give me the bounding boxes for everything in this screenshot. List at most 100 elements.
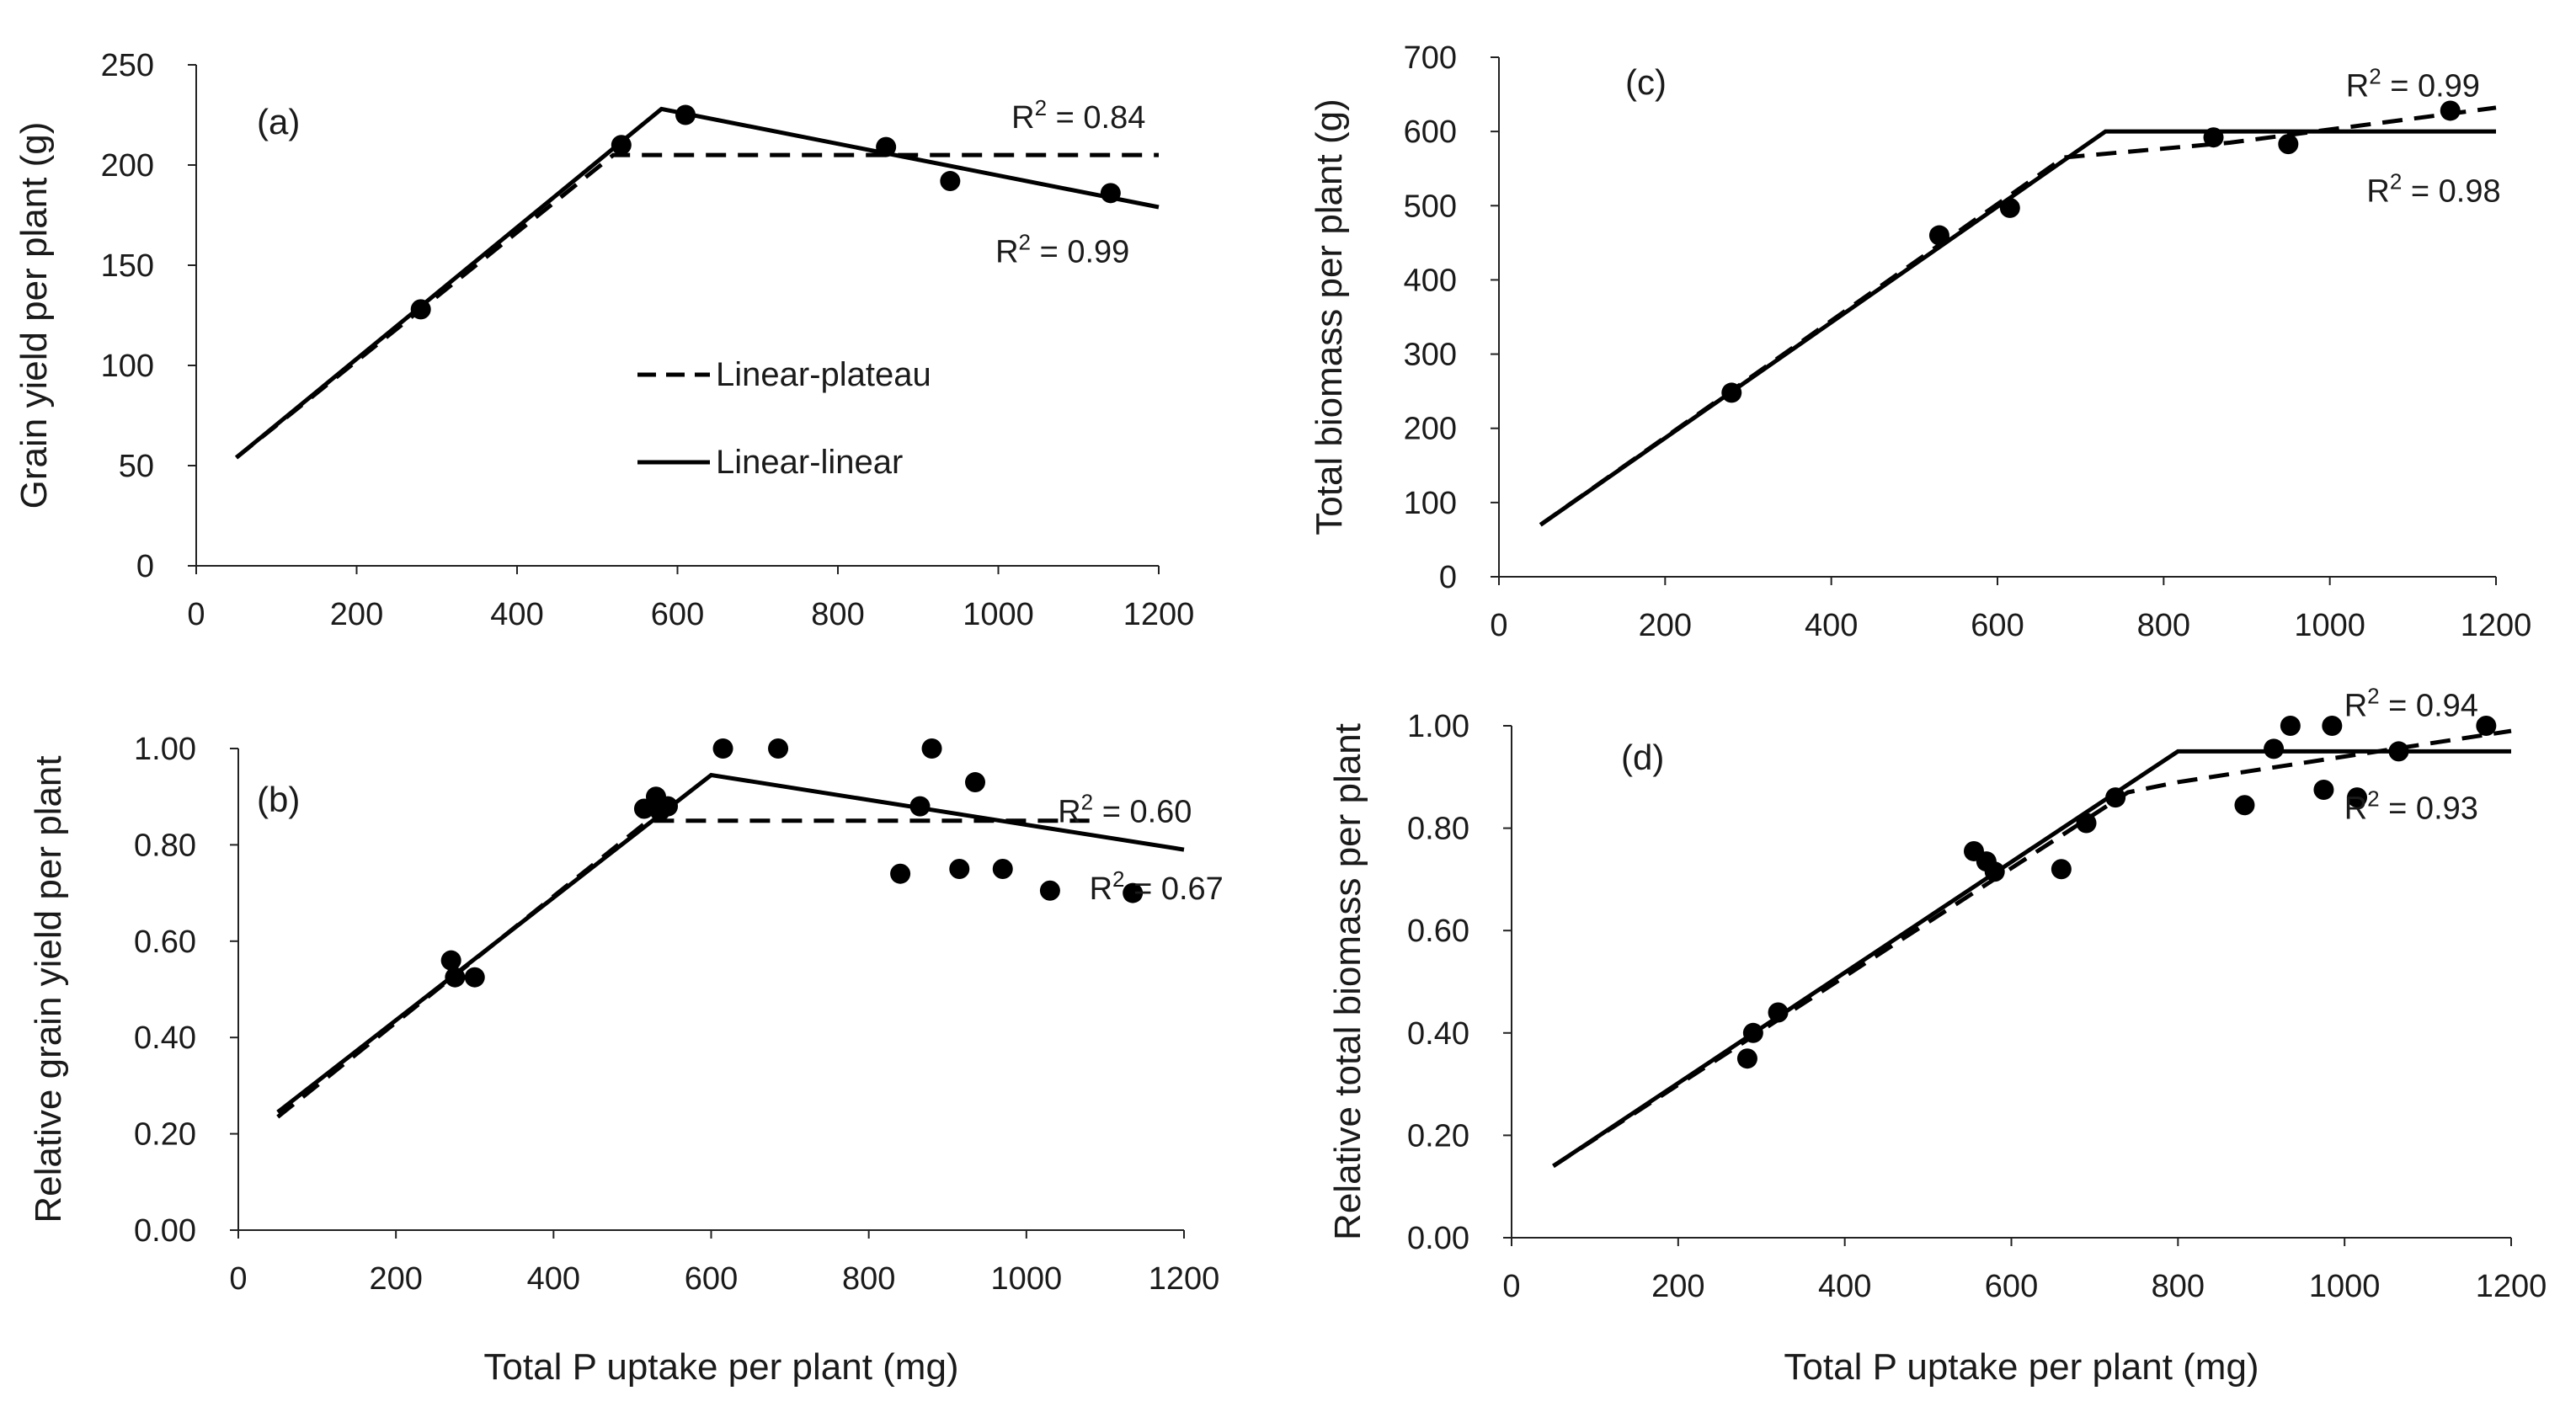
y-tick-label: 0.60: [134, 924, 196, 960]
x-tick-label: 0: [229, 1261, 247, 1297]
y-tick-label: 500: [1404, 189, 1457, 224]
y-tick-label: 1.00: [134, 732, 196, 767]
y-tick-label: 200: [101, 148, 154, 184]
r-squared-value: = 0.98: [2402, 174, 2500, 210]
linear-plateau-fit-line: [235, 152, 1159, 460]
x-tick-label: 400: [1818, 1269, 1871, 1304]
data-point: [909, 796, 931, 817]
data-point: [2076, 813, 2097, 834]
data-point: [2313, 780, 2334, 800]
y-tick-label: 1.00: [1407, 709, 1469, 744]
data-point: [1928, 225, 1949, 246]
y-tick-label: 0.60: [1407, 914, 1469, 949]
data-point: [1984, 861, 2005, 882]
y-tick-label: 0.20: [134, 1117, 196, 1153]
data-point: [2105, 787, 2126, 808]
data-point: [2440, 100, 2461, 121]
y-tick-label: 150: [101, 248, 154, 284]
panel-d: 0 200 400 600 800 1000 1200 0.00 0.20 0.40 0.60 0.8…: [1327, 684, 2547, 1388]
r-squared-value: = 0.84: [1047, 100, 1145, 136]
x-axis-label: Total P uptake per plant (mg): [483, 1346, 958, 1388]
x-tick-label: 0: [1490, 608, 1507, 643]
data-point: [2278, 134, 2299, 155]
data-point: [445, 967, 466, 988]
data-point: [768, 738, 789, 759]
y-tick-label: 300: [1404, 338, 1457, 373]
r-squared-superscript: 2: [2367, 684, 2379, 709]
r-squared-label: R2 = 0.93: [2344, 786, 2478, 826]
r-squared-value: = 0.93: [2380, 791, 2478, 826]
y-tick-label: 700: [1404, 40, 1457, 76]
x-tick-label: 800: [842, 1261, 895, 1297]
y-axis-label: Grain yield per plant (g): [13, 122, 55, 509]
r-squared-value: = 0.60: [1093, 794, 1192, 829]
r-squared-superscript: 2: [1112, 866, 1124, 892]
y-tick-label: 100: [101, 349, 154, 384]
data-point: [675, 104, 696, 125]
r-squared-symbol: R: [2346, 68, 2369, 104]
legend: Linear-plateau Linear-linear: [637, 356, 931, 481]
data-point: [658, 796, 679, 817]
y-tick-label: 0.40: [134, 1020, 196, 1056]
data-point: [2347, 787, 2368, 808]
data-point: [2203, 127, 2224, 148]
y-tick-label: 0.20: [1407, 1118, 1469, 1154]
x-tick-label: 1000: [2309, 1269, 2381, 1304]
r-squared-superscript: 2: [1081, 789, 1093, 814]
r-squared-symbol: R: [995, 234, 1018, 269]
data-point: [2051, 859, 2072, 880]
y-axis-label: Relative total biomass per plant: [1327, 723, 1368, 1240]
data-point: [1742, 1022, 1763, 1043]
y-tick-label: 0: [136, 549, 154, 584]
data-point: [1721, 382, 1742, 403]
x-tick-label: 600: [651, 597, 704, 632]
panel-label: (c): [1625, 62, 1667, 102]
data-point: [949, 859, 970, 879]
r-squared-symbol: R: [2344, 689, 2367, 724]
data-point: [712, 738, 733, 759]
r-squared-symbol: R: [1058, 794, 1080, 829]
data-point: [1999, 197, 2020, 218]
r-squared-superscript: 2: [2369, 63, 2381, 88]
y-axis-label: Total biomass per plant (g): [1309, 99, 1350, 535]
data-point: [2322, 716, 2343, 736]
y-tick-label: 0.80: [134, 828, 196, 863]
data-point: [2476, 716, 2497, 736]
data-point: [1039, 880, 1060, 901]
r-squared-superscript: 2: [2367, 786, 2379, 811]
panel-c: 0 200 400 600 800 1000 1200 0 100 200 300 400 500 600…: [1309, 40, 2531, 643]
data-point: [992, 859, 1013, 879]
x-tick-label: 1000: [963, 597, 1034, 632]
r-squared-label: R2 = 0.84: [1011, 95, 1145, 136]
r-squared-value: = 0.99: [1031, 234, 1129, 269]
x-tick-label: 200: [330, 597, 383, 632]
data-point: [921, 738, 942, 759]
linear-plateau-fit-line: [1539, 105, 2497, 527]
x-tick-label: 1200: [1123, 597, 1195, 632]
x-tick-label: 0: [187, 597, 205, 632]
x-tick-label: 0: [1502, 1269, 1520, 1304]
x-tick-label: 200: [1651, 1269, 1704, 1304]
data-point: [1768, 1002, 1789, 1023]
legend-solid-label: Linear-linear: [716, 444, 903, 481]
y-tick-label: 100: [1404, 486, 1457, 521]
y-tick-label: 250: [101, 48, 154, 83]
r-squared-symbol: R: [2344, 791, 2367, 826]
y-tick-label: 600: [1404, 115, 1457, 150]
x-axis-label: Total P uptake per plant (mg): [1784, 1346, 2259, 1388]
data-point: [965, 772, 986, 793]
x-tick-label: 400: [490, 597, 543, 632]
r-squared-value: = 0.94: [2380, 689, 2478, 724]
x-tick-label: 1000: [2294, 608, 2365, 643]
linear-linear-fit-line: [1539, 129, 2496, 527]
r-squared-superscript: 2: [2390, 169, 2402, 194]
r-squared-label: R2 = 0.67: [1090, 866, 1224, 907]
r-squared-label: R2 = 0.94: [2344, 684, 2478, 724]
r-squared-label: R2 = 0.60: [1058, 789, 1192, 829]
linear-plateau-fit-line: [276, 818, 1090, 1119]
r-squared-superscript: 2: [1035, 95, 1047, 120]
data-point: [890, 863, 911, 884]
x-tick-label: 1200: [2476, 1269, 2547, 1304]
r-squared-value: = 0.67: [1125, 871, 1224, 907]
r-squared-label: R2 = 0.98: [2366, 169, 2500, 210]
